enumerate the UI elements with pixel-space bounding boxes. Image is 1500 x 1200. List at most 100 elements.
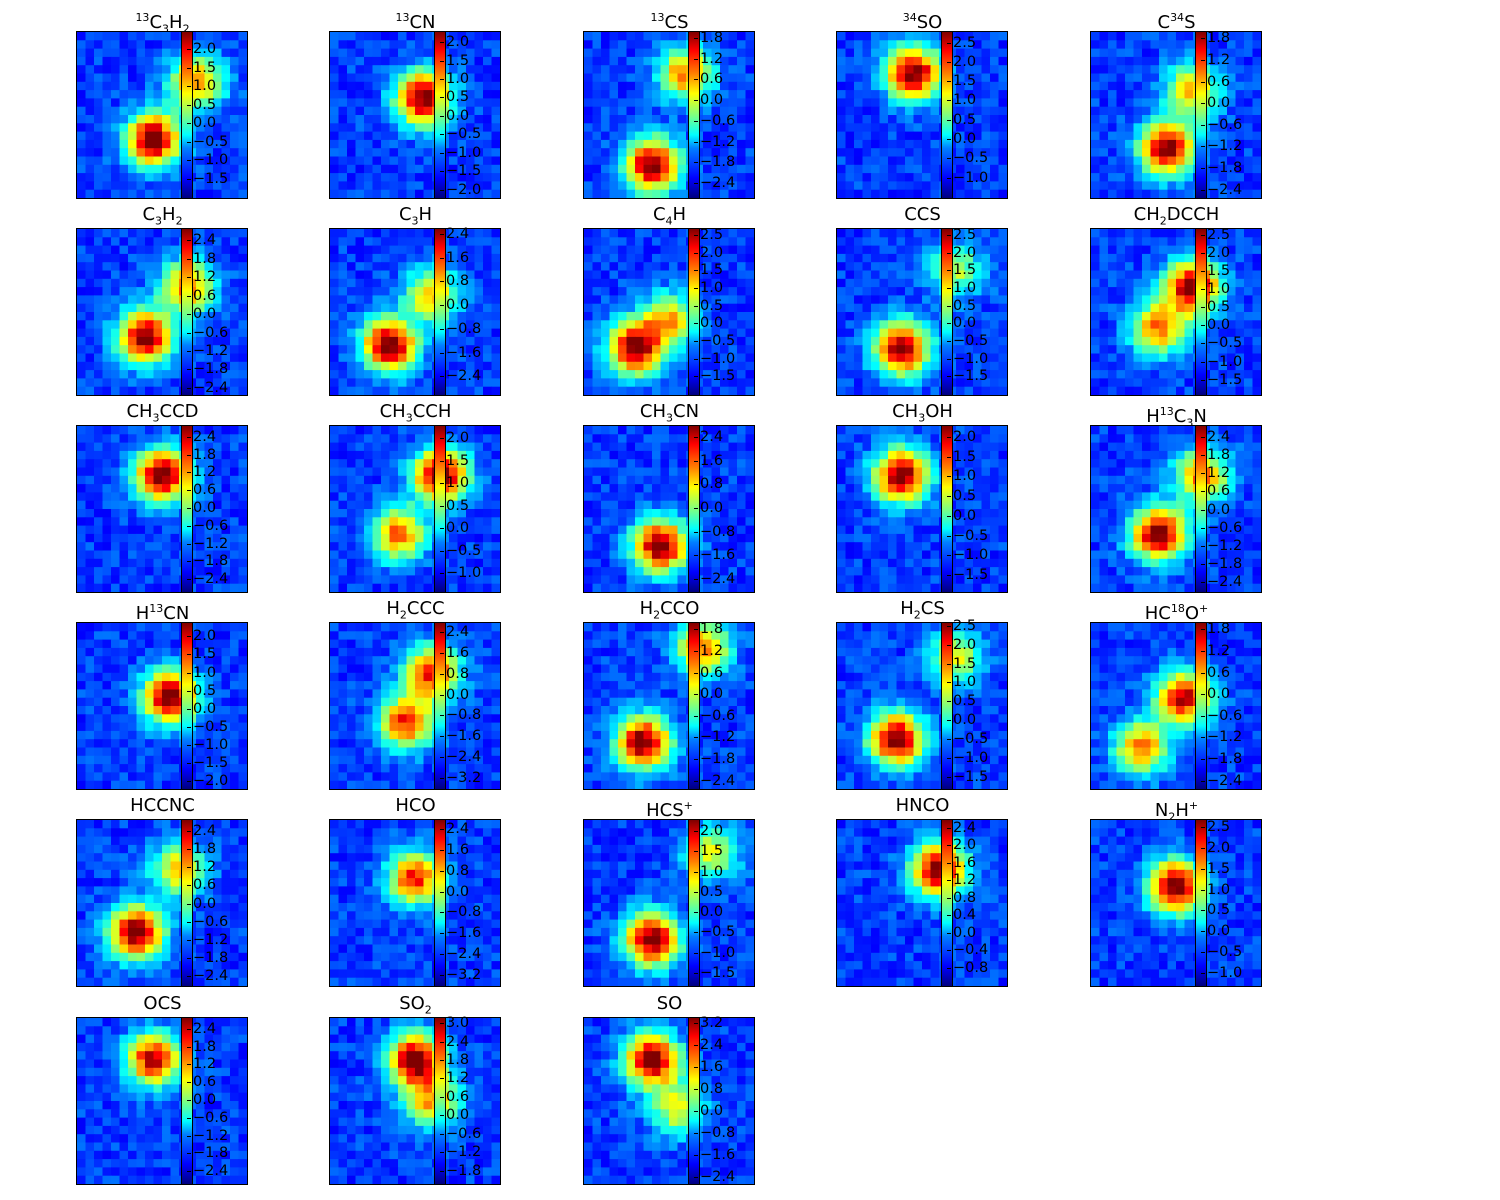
heatmap-cell <box>913 139 923 149</box>
heatmap-cell <box>592 262 602 272</box>
heatmap-cell <box>643 336 653 346</box>
heatmap-cell <box>1099 287 1109 296</box>
heatmap-cell <box>230 98 240 108</box>
heatmap-cell <box>338 361 348 371</box>
heatmap-cell <box>457 475 467 485</box>
heatmap-cell <box>905 312 915 321</box>
heatmap-cell <box>728 312 738 321</box>
heatmap-cell <box>128 148 138 158</box>
heatmap-cell <box>406 245 416 255</box>
heatmap-cell <box>677 123 687 133</box>
heatmap-cell <box>1227 253 1237 263</box>
heatmap-cell <box>913 181 923 191</box>
heatmap-cell <box>728 287 738 296</box>
heatmap-cell <box>1218 262 1228 272</box>
heatmap-cell <box>896 189 906 198</box>
heatmap-cell <box>896 253 906 263</box>
colorbar-tick-label: 1.5 <box>693 262 724 279</box>
heatmap-cell <box>389 558 399 568</box>
heatmap-cell <box>330 328 340 338</box>
heatmap-cell <box>230 173 240 182</box>
heatmap-cell <box>845 245 855 255</box>
heatmap-cell <box>389 287 399 296</box>
heatmap-cell <box>77 139 87 149</box>
heatmap-cell <box>677 353 687 363</box>
colorbar-tick-label: 0.0 <box>439 107 470 124</box>
heatmap-cell <box>998 106 1007 116</box>
heatmap-cell <box>922 320 932 330</box>
heatmap-cell <box>643 353 653 363</box>
heatmap-cell <box>635 386 645 395</box>
heatmap-cell <box>389 90 399 99</box>
heatmap-cell <box>347 173 357 182</box>
heatmap-cell <box>347 320 357 330</box>
heatmap-cell <box>1116 303 1126 313</box>
heatmap-cell <box>364 278 374 288</box>
heatmap-cell <box>584 295 594 305</box>
heatmap-cell <box>1210 164 1220 174</box>
heatmap-cell <box>601 426 611 435</box>
heatmap-cell <box>913 295 923 305</box>
heatmap-cell <box>406 492 416 502</box>
heatmap-cell <box>119 253 129 263</box>
heatmap-cell <box>94 442 104 452</box>
heatmap-cell <box>964 303 974 313</box>
heatmap-cell <box>153 550 163 560</box>
heatmap-cell <box>238 345 247 355</box>
heatmap-cell <box>711 73 721 83</box>
heatmap-cell <box>635 148 645 158</box>
heatmap-cell <box>196 48 206 58</box>
heatmap-cell <box>162 245 172 255</box>
heatmap-cell <box>677 270 687 280</box>
heatmap-cell <box>457 467 467 477</box>
heatmap-cell <box>423 345 433 355</box>
heatmap-cell <box>355 492 365 502</box>
heatmap-cell <box>77 164 87 174</box>
heatmap-cell <box>1099 98 1109 108</box>
heatmap-cell <box>905 48 915 58</box>
heatmap-cell <box>618 131 628 141</box>
heatmap-cell <box>837 312 847 321</box>
heatmap-cell <box>213 467 223 477</box>
heatmap-cell <box>584 164 594 174</box>
heatmap-cell <box>601 73 611 83</box>
heatmap-cell <box>491 312 500 321</box>
heatmap-cell <box>77 450 87 460</box>
heatmap-cell <box>711 148 721 158</box>
heatmap-cell <box>652 262 662 272</box>
heatmap-cell <box>102 81 112 91</box>
heatmap-cell <box>491 73 500 83</box>
heatmap-cell <box>1099 361 1109 371</box>
heatmap-cell <box>871 237 881 247</box>
heatmap-cell <box>1167 115 1177 124</box>
heatmap-cell <box>483 533 493 543</box>
heatmap-cell <box>423 237 433 247</box>
heatmap-cell <box>491 353 500 363</box>
heatmap-cell <box>474 262 484 272</box>
heatmap-cell <box>466 517 476 527</box>
heatmap-cell <box>372 56 382 66</box>
heatmap-cell <box>1133 139 1143 149</box>
heatmap-cell <box>745 378 754 388</box>
heatmap-cell <box>355 48 365 58</box>
heatmap-cell <box>347 378 357 388</box>
heatmap-cell <box>1210 123 1220 133</box>
heatmap-cell <box>145 542 155 552</box>
heatmap-cell <box>136 328 146 338</box>
heatmap-cell <box>153 378 163 388</box>
heatmap-cell <box>102 484 112 493</box>
heatmap-cell <box>213 320 223 330</box>
heatmap-cell <box>94 253 104 263</box>
colorbar-tick-label: −1.0 <box>693 350 736 367</box>
heatmap-cell <box>85 90 95 99</box>
heatmap-cell <box>964 139 974 149</box>
heatmap-cell <box>355 90 365 99</box>
heatmap-cell <box>981 320 991 330</box>
heatmap-cell <box>1184 65 1194 75</box>
heatmap-cell <box>347 189 357 198</box>
heatmap-cell <box>1116 328 1126 338</box>
heatmap-cell <box>389 115 399 124</box>
heatmap-cell <box>364 73 374 83</box>
heatmap-cell <box>879 245 889 255</box>
heatmap-cell <box>466 386 476 395</box>
